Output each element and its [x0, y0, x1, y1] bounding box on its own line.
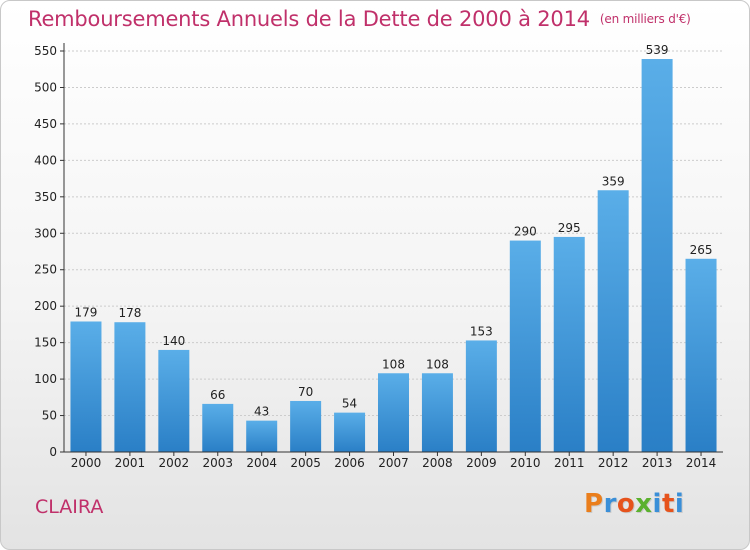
bar-2000: [70, 321, 102, 452]
title-text: Remboursements Annuels de la Dette de 20…: [28, 7, 590, 31]
x-tick-label: 2012: [598, 456, 629, 470]
proxiti-logo: Proxiti: [584, 489, 684, 519]
x-tick-label: 2000: [71, 456, 102, 470]
data-label-2006: 54: [342, 397, 357, 411]
data-label-2009: 153: [470, 324, 493, 338]
x-tick-label: 2008: [422, 456, 453, 470]
x-tick-label: 2010: [510, 456, 541, 470]
x-tick-label: 2011: [554, 456, 585, 470]
x-tick-label: 2001: [115, 456, 146, 470]
y-tick-label: 200: [34, 299, 57, 313]
y-tick-label: 450: [34, 117, 57, 131]
data-label-2007: 108: [382, 357, 405, 371]
data-label-2001: 178: [118, 306, 141, 320]
logo-letter: i: [652, 489, 662, 519]
data-label-2013: 539: [646, 43, 669, 57]
y-tick-label: 100: [34, 372, 57, 386]
data-label-2014: 265: [690, 243, 713, 257]
data-label-2008: 108: [426, 357, 449, 371]
x-tick-label: 2003: [202, 456, 233, 470]
y-axis: 0 50 100 150 200 250 300 350 400 450 500 550: [34, 43, 65, 459]
data-label-2002: 140: [162, 334, 185, 348]
x-tick-label: 2004: [246, 456, 277, 470]
logo-letter: P: [584, 489, 604, 519]
data-label-2000: 179: [75, 305, 98, 319]
y-tick-label: 0: [49, 445, 57, 459]
chart-title: Remboursements Annuels de la Dette de 20…: [28, 7, 691, 31]
data-label-2010: 290: [514, 225, 537, 239]
commune-name: CLAIRA: [35, 496, 104, 518]
bar-2004: [246, 420, 278, 452]
bar-2001: [114, 322, 146, 452]
bar-2002: [158, 349, 190, 452]
bar-2003: [202, 403, 234, 452]
y-tick-label: 350: [34, 190, 57, 204]
x-axis: 2000 2001 2002 2003 2004 2005 2006 2007 2008 2009…: [64, 451, 723, 470]
bar-2006: [334, 412, 366, 452]
bar-2009: [465, 340, 497, 452]
logo-letter: r: [603, 489, 617, 519]
y-tick-label: 50: [42, 409, 57, 423]
logo-letter: o: [616, 489, 636, 519]
x-tick-label: 2013: [642, 456, 673, 470]
logo-letter: t: [661, 489, 675, 519]
x-tick-label: 2014: [686, 456, 717, 470]
logo-letter: i: [674, 489, 685, 519]
data-label-2012: 359: [602, 174, 625, 188]
y-tick-label: 550: [34, 44, 57, 58]
x-tick-label: 2007: [378, 456, 409, 470]
bar-2010: [509, 240, 541, 452]
y-tick-label: 400: [34, 153, 57, 167]
bar-2007: [378, 373, 409, 452]
bar-2012: [597, 190, 629, 453]
bar-2013: [641, 59, 673, 453]
y-tick-label: 300: [34, 226, 57, 240]
data-label-2005: 70: [298, 385, 313, 399]
y-tick-label: 150: [34, 336, 57, 350]
y-tick-label: 250: [34, 263, 57, 277]
y-tick-label: 500: [34, 80, 57, 94]
data-label-2003: 66: [210, 388, 225, 402]
logo-letter: x: [635, 489, 653, 519]
chart-subtitle: (en milliers d'€): [599, 12, 691, 26]
bar-2011: [553, 236, 585, 452]
x-tick-label: 2009: [466, 456, 497, 470]
bar-2008: [421, 373, 453, 452]
bar-2014: [685, 258, 717, 452]
data-label-2011: 295: [558, 221, 581, 235]
x-tick-label: 2002: [159, 456, 190, 470]
bars: 179 178 140 66 43 70 54 108 108 153 290 295 359 539 26…: [70, 43, 717, 453]
x-tick-label: 2005: [290, 456, 321, 470]
data-label-2004: 43: [254, 405, 269, 419]
bar-2005: [290, 400, 322, 452]
x-tick-label: 2006: [334, 456, 365, 470]
